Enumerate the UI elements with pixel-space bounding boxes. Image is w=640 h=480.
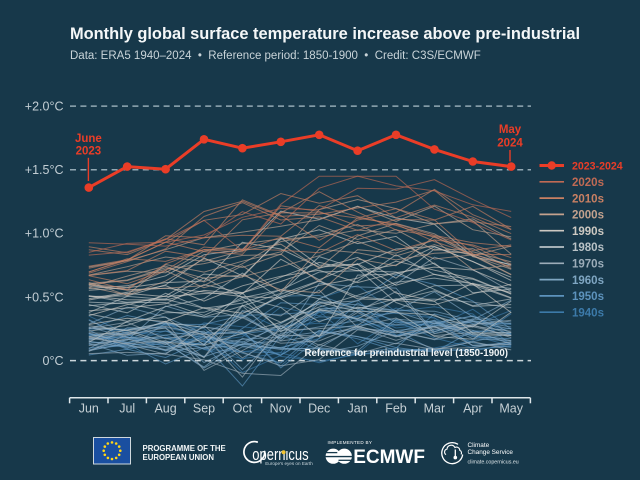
svg-text:Nov: Nov bbox=[270, 402, 293, 416]
svg-text:Feb: Feb bbox=[385, 402, 407, 416]
svg-text:climate.copernicus.eu: climate.copernicus.eu bbox=[468, 459, 519, 465]
svg-text:Jun: Jun bbox=[79, 402, 99, 416]
svg-text:Dec: Dec bbox=[308, 402, 330, 416]
svg-text:ECMWF: ECMWF bbox=[353, 447, 425, 468]
svg-text:1980s: 1980s bbox=[572, 242, 604, 254]
svg-text:+1.0°C: +1.0°C bbox=[25, 227, 64, 241]
svg-text:2023: 2023 bbox=[76, 146, 102, 158]
svg-text:0°C: 0°C bbox=[43, 354, 64, 368]
svg-text:1940s: 1940s bbox=[572, 307, 604, 319]
svg-text:opernicus: opernicus bbox=[252, 446, 308, 465]
svg-text:Change Service: Change Service bbox=[468, 449, 514, 456]
svg-text:PROGRAMME OF THE: PROGRAMME OF THE bbox=[143, 444, 226, 453]
svg-text:+1.5°C: +1.5°C bbox=[25, 163, 64, 177]
svg-text:1970s: 1970s bbox=[572, 259, 604, 271]
svg-text:IMPLEMENTED BY: IMPLEMENTED BY bbox=[328, 440, 373, 445]
svg-text:1960s: 1960s bbox=[572, 275, 604, 287]
svg-text:Reference for preindustrial le: Reference for preindustrial level (1850-… bbox=[304, 348, 508, 359]
svg-text:1990s: 1990s bbox=[572, 226, 604, 238]
svg-text:Europe's eyes on Earth: Europe's eyes on Earth bbox=[265, 461, 313, 466]
svg-text:2010s: 2010s bbox=[572, 193, 604, 205]
svg-text:2020s: 2020s bbox=[572, 177, 604, 189]
svg-text:+0.5°C: +0.5°C bbox=[25, 290, 64, 304]
svg-text:May: May bbox=[499, 402, 523, 416]
svg-text:2024: 2024 bbox=[497, 137, 523, 149]
svg-text:Oct: Oct bbox=[233, 402, 253, 416]
svg-text:1950s: 1950s bbox=[572, 291, 604, 303]
svg-text:Jan: Jan bbox=[348, 402, 368, 416]
svg-text:Climate: Climate bbox=[468, 442, 490, 449]
svg-text:May: May bbox=[499, 124, 522, 136]
svg-text:2000s: 2000s bbox=[572, 210, 604, 222]
svg-text:Jul: Jul bbox=[119, 402, 135, 416]
svg-text:Mar: Mar bbox=[424, 402, 446, 416]
svg-text:EUROPEAN UNION: EUROPEAN UNION bbox=[143, 453, 215, 462]
svg-text:June: June bbox=[75, 133, 102, 145]
svg-text:Sep: Sep bbox=[193, 402, 215, 416]
svg-text:Apr: Apr bbox=[463, 402, 482, 416]
svg-text:2023-2024: 2023-2024 bbox=[572, 161, 623, 173]
svg-text:+2.0°C: +2.0°C bbox=[25, 99, 64, 113]
svg-text:Aug: Aug bbox=[154, 402, 176, 416]
